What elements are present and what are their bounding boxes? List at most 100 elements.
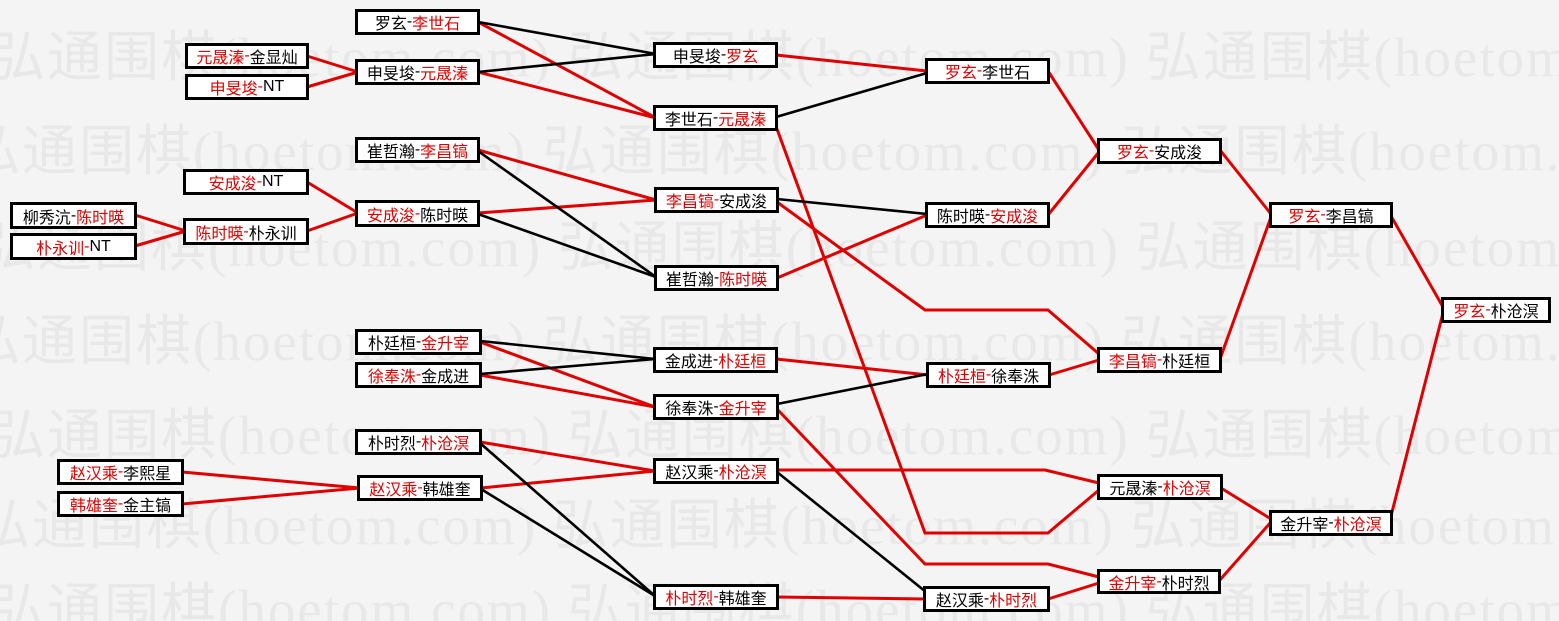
player-name-right: NT xyxy=(89,237,111,255)
player-name-left: 赵汉乘 xyxy=(369,482,418,499)
player-name-left: 陈时暎 xyxy=(195,225,244,243)
match-box-d3: 李昌镐 - 安成浚 xyxy=(654,187,779,213)
winner-advance-line xyxy=(1389,215,1445,308)
match-box-c1: 罗玄 - 李世石 xyxy=(355,9,480,35)
name-separator: - xyxy=(415,333,422,350)
player-name-right: 金升宰 xyxy=(421,336,470,353)
player-name-left: 陈时暎 xyxy=(936,209,985,226)
name-separator: - xyxy=(983,590,990,607)
name-separator: - xyxy=(84,237,90,255)
player-name-right: 元晟溱 xyxy=(718,112,767,129)
winner-advance-line xyxy=(477,70,657,120)
winner-advance-line xyxy=(181,470,361,490)
player-name-left: 赵汉乘 xyxy=(935,593,984,610)
player-name-left: 金升宰 xyxy=(1108,575,1157,593)
watermark-text: 弘通围棋(hoetom.com) 弘通围棋(hoetom.com) 弘通围棋(h… xyxy=(0,579,1559,621)
name-separator: - xyxy=(406,13,413,30)
player-name-left: 安成浚 xyxy=(208,176,257,193)
match-box-d5: 金成进 - 朴廷桓 xyxy=(653,347,778,373)
winner-advance-line xyxy=(477,148,657,202)
player-name-left: 柳秀沆 xyxy=(22,209,71,227)
player-name-left: 李昌镐 xyxy=(665,194,714,211)
player-name-left: 罗玄 xyxy=(1116,145,1149,162)
loser-drop-line xyxy=(479,442,656,597)
winner-advance-line xyxy=(1046,151,1101,216)
player-name-left: 金成进 xyxy=(664,354,713,371)
player-name-right: 朴时烈 xyxy=(1161,575,1210,593)
winner-advance-line xyxy=(477,198,657,215)
match-box-d8: 朴时烈 - 韩雄奎 xyxy=(653,584,779,610)
name-separator: - xyxy=(417,479,423,496)
name-separator: - xyxy=(1328,514,1334,531)
winner-advance-line xyxy=(134,229,187,248)
winner-advance-line xyxy=(775,128,1100,535)
winner-advance-line xyxy=(777,468,1100,485)
name-separator: - xyxy=(1320,206,1326,223)
player-name-left: 申旻埈 xyxy=(672,49,721,66)
player-name-right: 金显灿 xyxy=(249,50,298,67)
player-name-right: 韩雄奎 xyxy=(718,591,767,608)
name-separator: - xyxy=(976,62,983,79)
match-box-c7: 朴时烈 - 朴沧溟 xyxy=(355,429,482,455)
player-name-right: 安成浚 xyxy=(990,209,1039,226)
winner-advance-line xyxy=(775,357,929,377)
winner-advance-line xyxy=(306,54,359,74)
name-separator: - xyxy=(415,433,422,450)
match-box-f3: 元晟溱 - 朴沧溟 xyxy=(1097,474,1223,500)
player-name-right: 陈时暎 xyxy=(420,207,469,225)
winner-advance-line xyxy=(181,486,361,506)
name-separator: - xyxy=(414,63,421,80)
player-name-left: 赵汉乘 xyxy=(69,466,118,483)
player-name-right: 安成浚 xyxy=(719,194,768,211)
player-name-right: NT xyxy=(262,173,284,190)
winner-advance-line xyxy=(776,200,1100,356)
winner-advance-line xyxy=(1217,521,1273,582)
player-name-right: 朴廷桓 xyxy=(1162,354,1211,371)
name-separator: - xyxy=(1156,572,1162,590)
player-name-right: NT xyxy=(263,78,285,95)
player-name-left: 赵汉乘 xyxy=(665,465,714,482)
player-name-left: 韩雄奎 xyxy=(69,498,118,515)
match-box-a1: 柳秀沆 - 陈时暎 xyxy=(10,202,137,229)
name-separator: - xyxy=(243,222,249,240)
loser-drop-line xyxy=(776,372,929,406)
name-separator: - xyxy=(713,191,720,208)
winner-advance-line xyxy=(477,20,657,120)
match-box-d7: 赵汉乘 - 朴沧溟 xyxy=(653,458,779,484)
match-box-b3: 安成浚 - NT xyxy=(183,169,309,195)
name-separator: - xyxy=(1148,142,1155,159)
player-name-right: 金主镐 xyxy=(123,498,172,515)
player-name-right: 李熙星 xyxy=(123,466,172,483)
match-box-e2: 陈时暎 - 安成浚 xyxy=(925,202,1050,228)
name-separator: - xyxy=(712,351,719,368)
player-name-left: 安成浚 xyxy=(366,207,415,225)
player-name-left: 朴廷桓 xyxy=(367,336,416,353)
loser-drop-line xyxy=(776,470,927,594)
name-separator: - xyxy=(985,366,992,383)
player-name-right: 朴沧溟 xyxy=(1333,517,1382,534)
player-name-right: 徐奉洙 xyxy=(991,369,1040,386)
winner-advance-line xyxy=(775,53,928,73)
winner-advance-line xyxy=(1048,358,1100,377)
match-box-c6: 徐奉洙 - 金成进 xyxy=(355,362,482,388)
player-name-left: 崔哲瀚 xyxy=(665,272,714,289)
winner-advance-line xyxy=(480,469,656,490)
name-separator: - xyxy=(720,46,727,63)
match-box-c8: 赵汉乘 - 韩雄奎 xyxy=(357,475,483,501)
winner-advance-line xyxy=(479,373,656,409)
match-box-e3: 朴廷桓 - 徐奉洙 xyxy=(926,362,1051,388)
match-box-b4: 陈时暎 - 朴永训 xyxy=(183,218,309,245)
player-name-left: 罗玄 xyxy=(374,16,407,33)
name-separator: - xyxy=(713,269,720,286)
player-name-left: 朴时烈 xyxy=(367,436,416,453)
name-separator: - xyxy=(1156,351,1163,368)
watermark-text: 弘通围棋(hoetom.com) 弘通围棋(hoetom.com) 弘通围棋(h… xyxy=(0,405,1559,466)
winner-advance-line xyxy=(1218,149,1273,215)
winner-advance-line xyxy=(306,211,359,233)
winner-advance-line xyxy=(776,595,926,601)
name-separator: - xyxy=(117,495,124,512)
winner-advance-line xyxy=(1389,312,1445,517)
winner-advance-line xyxy=(1218,216,1273,360)
match-box-h1: 罗玄 - 朴沧溟 xyxy=(1441,297,1551,323)
